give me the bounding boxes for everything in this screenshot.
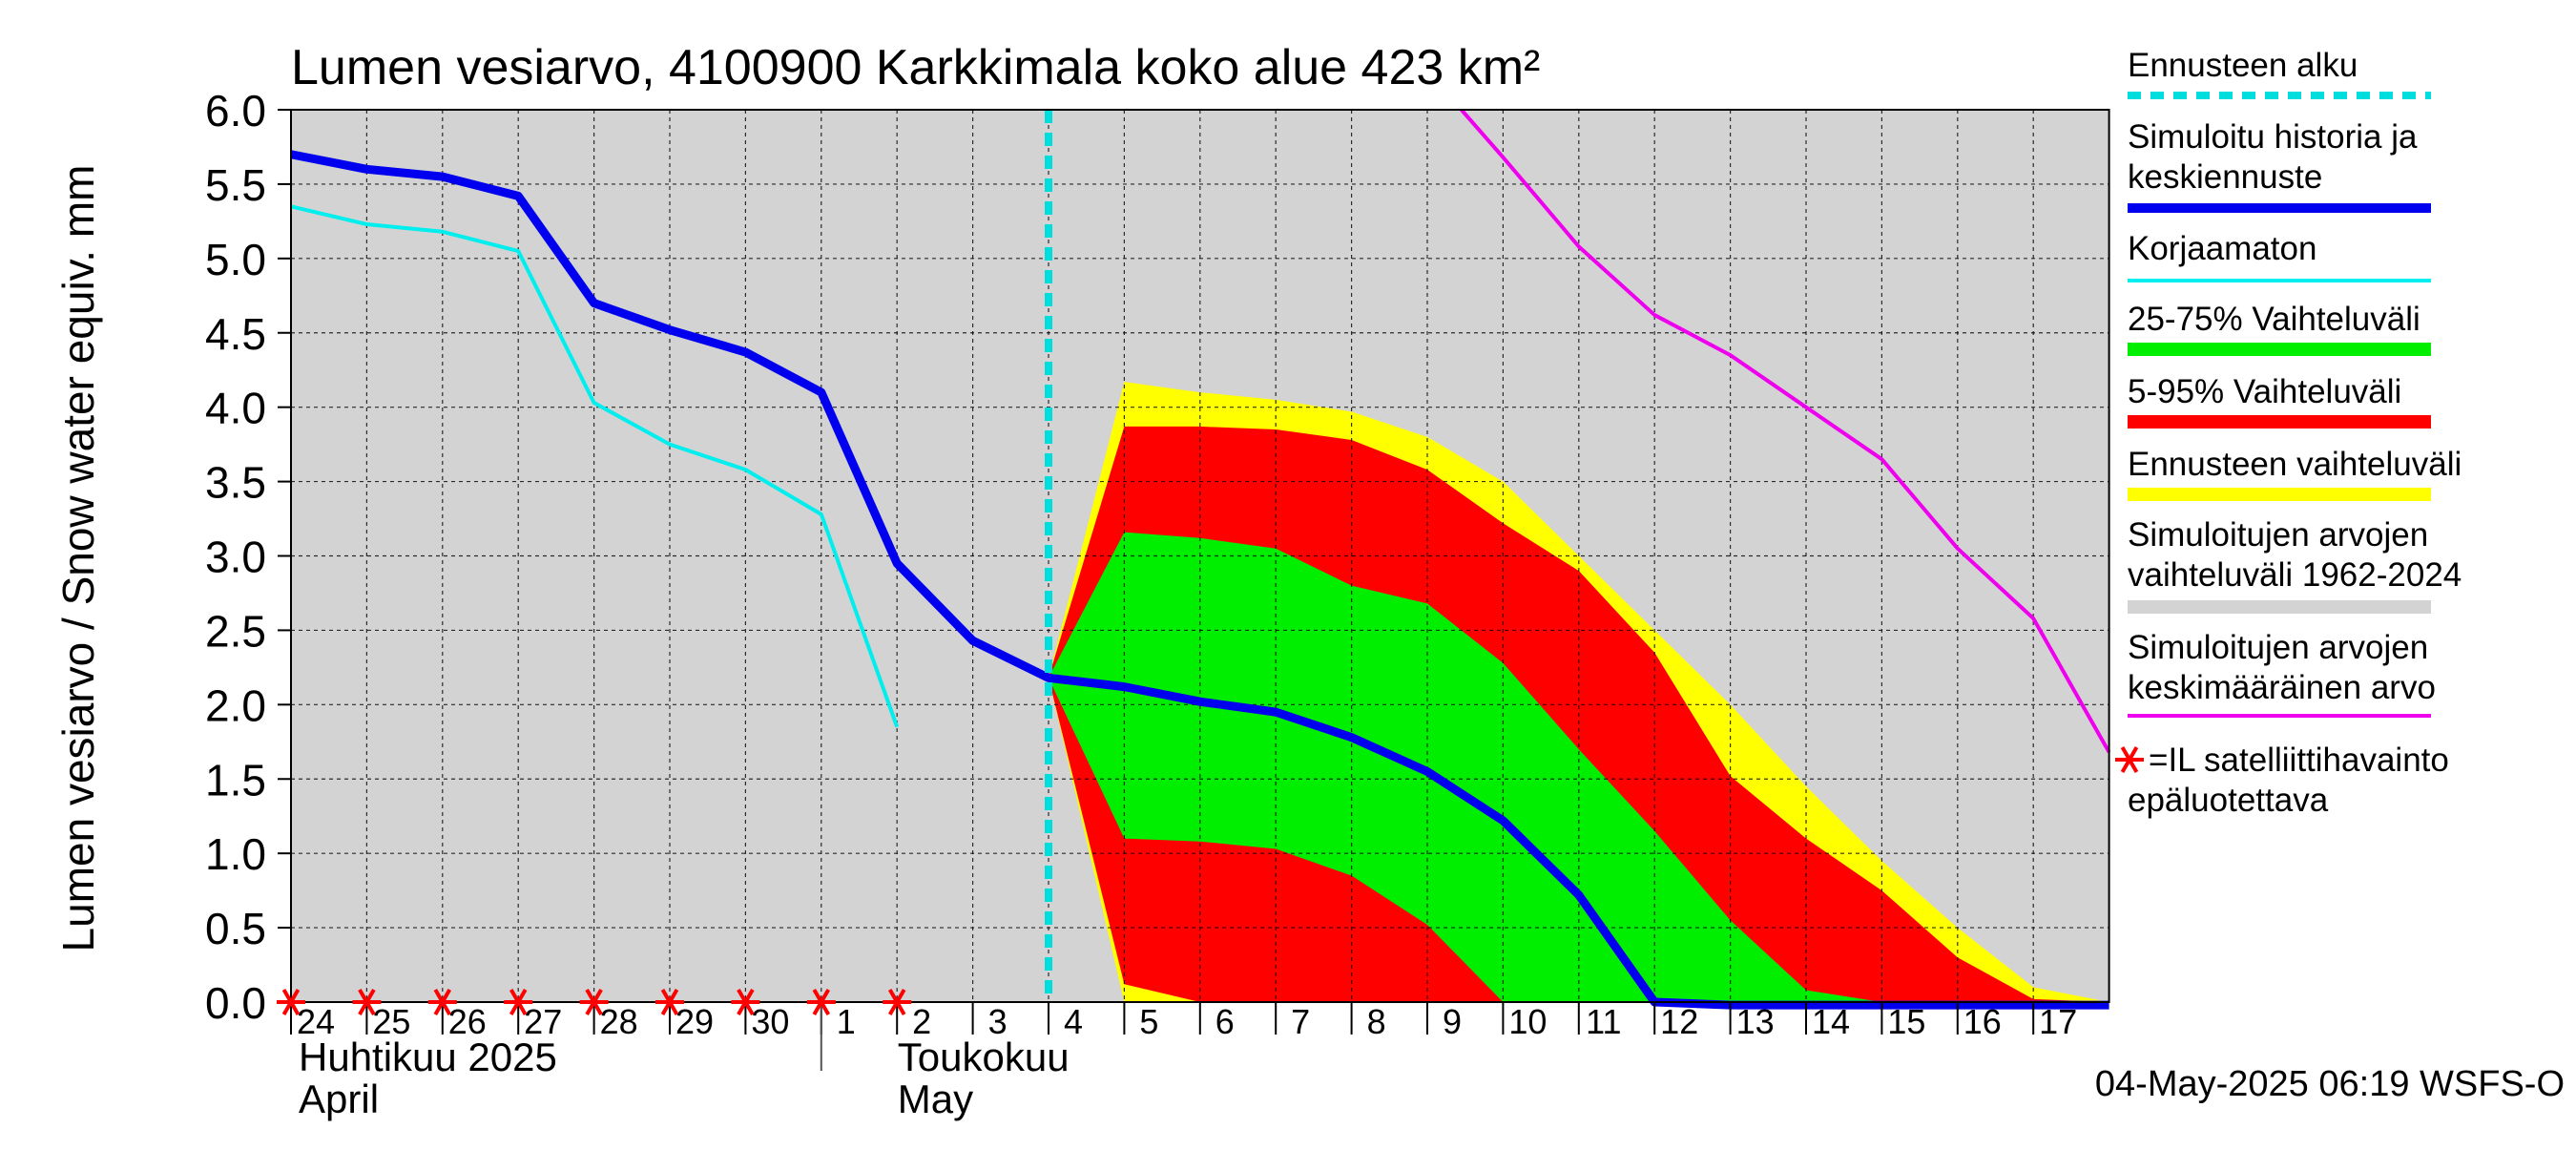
legend-label-line: Ennusteen vaihteluväli — [2128, 446, 2462, 483]
legend-label-line: Korjaamaton — [2128, 230, 2316, 267]
legend-label-line: 5-95% Vaihteluväli — [2128, 373, 2401, 410]
x-tick-label: 24 — [297, 1002, 335, 1041]
x-tick-label: 25 — [372, 1002, 410, 1041]
satellite-marker — [277, 989, 305, 1015]
x-tick-label: 28 — [600, 1002, 638, 1041]
y-tick-label: 0.0 — [205, 978, 266, 1028]
month-label-may-en: May — [898, 1077, 973, 1121]
satellite-marker — [731, 989, 760, 1015]
y-tick-label: 4.5 — [205, 309, 266, 359]
x-tick-label: 4 — [1064, 1002, 1083, 1041]
satellite-marker — [352, 989, 382, 1015]
month-label-april-en: April — [299, 1077, 379, 1121]
legend-label-line: =IL satelliittihavainto — [2149, 742, 2449, 779]
satellite-marker — [579, 989, 609, 1015]
x-tick-label: 9 — [1443, 1002, 1462, 1041]
satellite-marker — [427, 989, 457, 1015]
legend-uncorrected: Korjaamaton — [2128, 230, 2431, 282]
legend-label-line: Simuloitu historia ja — [2128, 118, 2418, 156]
satellite-marker — [655, 989, 684, 1015]
x-tick-label: 11 — [1586, 1002, 1621, 1041]
y-tick-label: 2.5 — [205, 606, 266, 656]
chart-title: Lumen vesiarvo, 4100900 Karkkimala koko … — [291, 40, 1540, 95]
y-tick-label: 5.5 — [205, 160, 266, 210]
x-tick-label: 1 — [837, 1002, 856, 1041]
satellite-marker — [883, 989, 912, 1015]
x-tick-label: 16 — [1963, 1002, 2002, 1041]
legend-label-line: epäluotettava — [2128, 782, 2329, 819]
satellite-marker — [504, 989, 533, 1015]
y-tick-label: 6.0 — [205, 86, 266, 136]
legend-label-line: keskimääräinen arvo — [2128, 669, 2436, 706]
legend-forecast-start: Ennusteen alku — [2128, 47, 2431, 99]
y-tick-label: 3.0 — [205, 533, 266, 582]
series-uncorrected-line — [290, 204, 900, 728]
x-tick-label: 13 — [1736, 1002, 1775, 1041]
y-axis-label: Lumen vesiarvo / Snow water equiv. mm — [53, 165, 103, 952]
x-tick-label: 10 — [1508, 1002, 1547, 1041]
month-label-may-fi: Toukokuu — [898, 1035, 1070, 1079]
plot-area — [290, 108, 2111, 1010]
y-tick-label: 2.0 — [205, 680, 266, 730]
x-tick-label: 27 — [524, 1002, 562, 1041]
legend-full-range: Ennusteen vaihteluväli — [2128, 446, 2462, 501]
legend-p5-95: 5-95% Vaihteluväli — [2128, 373, 2431, 429]
x-tick-label: 8 — [1367, 1002, 1386, 1041]
x-tick-label: 29 — [675, 1002, 714, 1041]
x-tick-label: 15 — [1887, 1002, 1925, 1041]
y-tick-label: 3.5 — [205, 458, 266, 508]
legend-label-line: Simuloitujen arvojen — [2128, 629, 2428, 666]
legend-label-line: Simuloitujen arvojen — [2128, 516, 2428, 554]
y-tick-label: 5.0 — [205, 235, 266, 284]
timestamp: 04-May-2025 06:19 WSFS-O — [2095, 1064, 2565, 1104]
legend-label-line: keskiennuste — [2128, 158, 2322, 196]
x-tick-label: 30 — [751, 1002, 789, 1041]
x-tick-label: 12 — [1660, 1002, 1698, 1041]
series-mean-line — [1460, 108, 2111, 754]
x-tick-label: 14 — [1812, 1002, 1850, 1041]
y-tick-label: 1.5 — [205, 755, 266, 805]
legend-label-line: Ennusteen alku — [2128, 47, 2358, 84]
legend-p25-75: 25-75% Vaihteluväli — [2128, 301, 2431, 356]
x-tick-label: 17 — [2039, 1002, 2077, 1041]
x-tick-label: 5 — [1139, 1002, 1158, 1041]
axis-layer: 0.0 0.5 1.0 1.5 2.0 2.5 3.0 3.5 4.0 4.5 5.0 5.5 6.0 2… — [205, 86, 2110, 1121]
y-tick-label: 4.0 — [205, 384, 266, 433]
x-tick-label: 6 — [1215, 1002, 1235, 1041]
satellite-marker — [806, 989, 836, 1015]
legend-star-icon — [2115, 746, 2144, 773]
y-tick-label: 0.5 — [205, 904, 266, 953]
y-tick-label: 1.0 — [205, 829, 266, 879]
legend-label-line: vaihteluväli 1962-2024 — [2128, 556, 2462, 594]
x-tick-label: 2 — [912, 1002, 931, 1041]
x-tick-label: 3 — [988, 1002, 1008, 1041]
legend-label-line: 25-75% Vaihteluväli — [2128, 301, 2420, 338]
x-tick-label: 26 — [448, 1002, 487, 1041]
month-label-april-fi: Huhtikuu 2025 — [299, 1035, 557, 1079]
x-tick-label: 7 — [1291, 1002, 1310, 1041]
